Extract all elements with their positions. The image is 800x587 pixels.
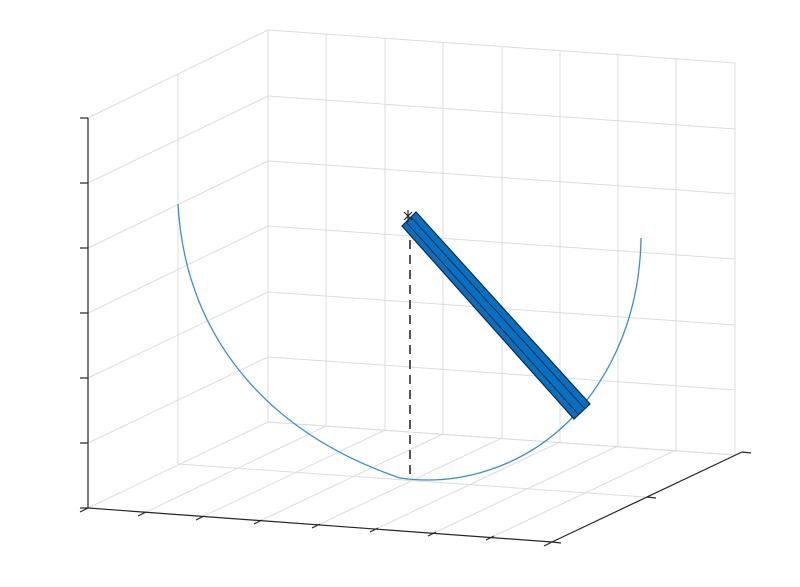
- axes: [79, 117, 752, 547]
- left-wall-grid: [87, 29, 269, 464]
- tick: [137, 511, 147, 517]
- pivot-marker: [403, 210, 413, 222]
- rod-facet-line: [410, 216, 586, 410]
- floor-grid: [87, 421, 736, 537]
- z-ticks: [80, 117, 88, 509]
- tick: [543, 541, 553, 547]
- tick: [253, 519, 263, 525]
- rod: [401, 211, 591, 420]
- tick: [427, 531, 437, 537]
- tick: [311, 523, 321, 529]
- x-ticks: [79, 507, 553, 547]
- y-ticks: [551, 451, 752, 544]
- tick: [485, 535, 495, 541]
- x-axis: [87, 507, 553, 543]
- tick: [79, 507, 89, 513]
- gridline: [261, 433, 444, 521]
- tick: [551, 541, 562, 544]
- semicircular-arc: [177, 203, 642, 481]
- gridline: [177, 463, 646, 498]
- tick: [646, 496, 657, 499]
- tick: [195, 515, 205, 521]
- back-wall-grid: [267, 29, 736, 456]
- gridline: [87, 421, 269, 509]
- gridline: [319, 437, 503, 525]
- rod-facet-line: [405, 221, 580, 416]
- gridline: [203, 429, 386, 517]
- tick: [369, 527, 379, 533]
- gridline: [145, 425, 327, 513]
- tick: [741, 451, 752, 454]
- gridline: [267, 421, 736, 456]
- rod-body: [401, 211, 591, 420]
